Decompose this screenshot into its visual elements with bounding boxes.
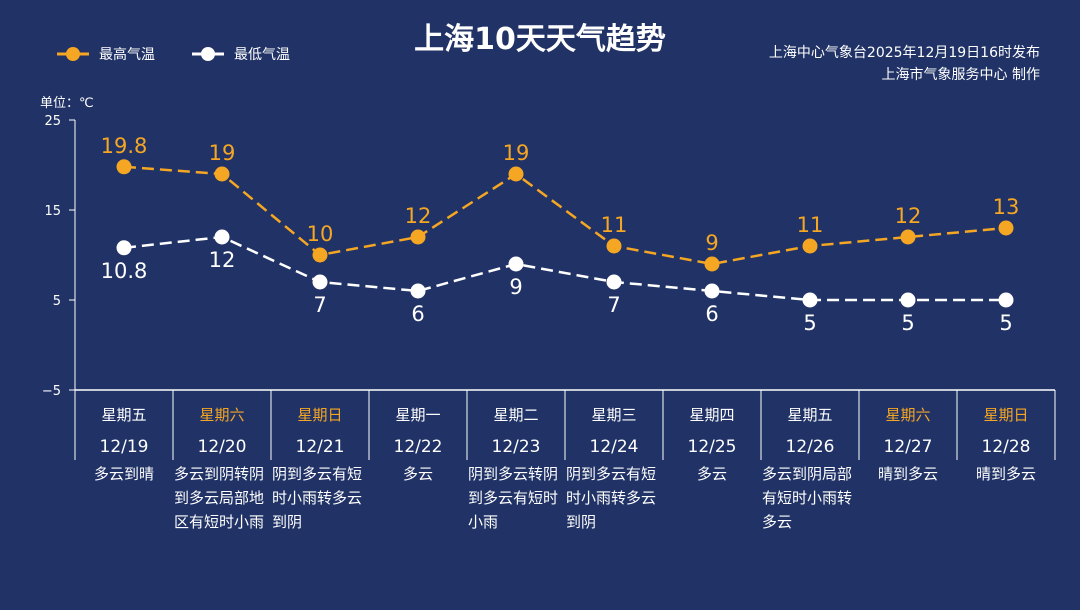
data-label: 10 — [307, 222, 334, 246]
data-point — [214, 166, 230, 182]
y-tick-label: 25 — [44, 114, 61, 129]
x-date-label: 12/27 — [884, 437, 933, 457]
x-weekday-label: 星期一 — [395, 406, 440, 424]
data-label: 6 — [705, 302, 718, 326]
data-label: 7 — [313, 293, 326, 317]
x-weekday-label: 星期日 — [297, 406, 342, 424]
y-tick-label: 5 — [53, 294, 61, 309]
data-point — [116, 240, 132, 256]
x-weekday-label: 星期五 — [787, 406, 832, 424]
x-date-label: 12/25 — [688, 437, 737, 457]
data-point — [606, 238, 622, 254]
data-point — [802, 238, 818, 254]
data-label: 12 — [895, 204, 922, 228]
data-point — [606, 274, 622, 290]
legend-max-label: 最高气温 — [99, 47, 155, 63]
legend-max-marker-icon — [57, 47, 89, 61]
data-point — [214, 229, 230, 245]
data-label: 11 — [601, 213, 628, 237]
data-point — [312, 247, 328, 263]
x-weekday-label: 星期五 — [101, 406, 146, 424]
data-point — [508, 256, 524, 272]
data-label: 13 — [993, 195, 1020, 219]
legend-min-label: 最低气温 — [234, 47, 290, 63]
weather-description: 多云到阴转阴到多云局部地区有短时小雨 — [174, 465, 265, 531]
source-line-1: 上海中心气象台2025年12月19日16时发布 — [768, 45, 1040, 61]
data-point — [312, 274, 328, 290]
data-point — [410, 229, 426, 245]
data-label: 9 — [509, 275, 522, 299]
series-line-1 — [123, 235, 1006, 302]
series-line-0 — [123, 165, 1007, 266]
data-label: 19.8 — [101, 134, 148, 158]
y-axis-unit: 单位：℃ — [40, 96, 94, 111]
x-weekday-label: 星期日 — [983, 406, 1028, 424]
x-date-label: 12/22 — [394, 437, 443, 457]
data-point — [900, 229, 916, 245]
data-point — [704, 283, 720, 299]
data-label: 10.8 — [101, 259, 148, 283]
legend-max: 最高气温 — [55, 44, 155, 64]
data-point — [704, 256, 720, 272]
x-weekday-label: 星期四 — [689, 406, 734, 424]
data-label: 5 — [901, 311, 914, 335]
data-point — [802, 292, 818, 308]
x-date-label: 12/21 — [296, 437, 345, 457]
legend-min: 最低气温 — [190, 44, 290, 64]
x-weekday-label: 星期三 — [591, 406, 636, 424]
x-date-label: 12/28 — [982, 437, 1031, 457]
data-label: 5 — [803, 311, 816, 335]
legend-min-marker-icon — [192, 47, 224, 61]
weather-description: 阴到多云有短时小雨转多云到阴 — [566, 465, 657, 531]
x-date-label: 12/19 — [100, 437, 149, 457]
data-label: 11 — [797, 213, 824, 237]
data-label: 12 — [209, 248, 236, 272]
weather-description: 多云 — [402, 465, 433, 483]
x-date-label: 12/23 — [492, 437, 541, 457]
weather-description: 多云到阴局部有短时小雨转多云 — [762, 465, 853, 531]
data-label: 7 — [607, 293, 620, 317]
x-weekday-label: 星期六 — [199, 406, 244, 424]
weather-description: 多云 — [696, 465, 727, 483]
data-point — [900, 292, 916, 308]
data-point — [116, 159, 132, 175]
x-date-label: 12/26 — [786, 437, 835, 457]
y-tick-label: −5 — [42, 384, 61, 399]
x-date-label: 12/20 — [198, 437, 247, 457]
data-point — [998, 292, 1014, 308]
data-label: 12 — [405, 204, 432, 228]
weather-description: 阴到多云转阴到多云有短时小雨 — [468, 465, 559, 531]
weather-description: 多云到晴 — [93, 465, 154, 483]
data-label: 6 — [411, 302, 424, 326]
data-label: 5 — [999, 311, 1012, 335]
chart-title: 上海10天天气趋势 — [414, 22, 666, 57]
y-tick-label: 15 — [44, 204, 61, 219]
data-point — [410, 283, 426, 299]
data-label: 9 — [705, 231, 718, 255]
x-date-label: 12/24 — [590, 437, 639, 457]
source-line-2: 上海市气象服务中心 制作 — [881, 67, 1040, 83]
weather-description: 晴到多云 — [975, 465, 1036, 483]
data-label: 19 — [209, 141, 236, 165]
x-weekday-label: 星期六 — [885, 406, 930, 424]
data-label: 19 — [503, 141, 530, 165]
data-point — [508, 166, 524, 182]
x-weekday-label: 星期二 — [493, 406, 538, 424]
data-point — [998, 220, 1014, 236]
weather-description: 晴到多云 — [877, 465, 938, 483]
weather-description: 阴到多云有短时小雨转多云到阴 — [272, 465, 363, 531]
